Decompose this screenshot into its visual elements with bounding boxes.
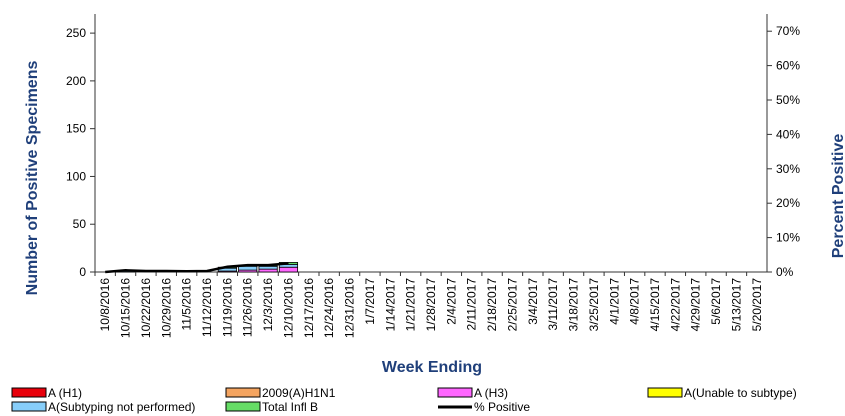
y-tick-label: 50 xyxy=(73,217,87,231)
x-tick-label: 3/25/2017 xyxy=(587,278,601,332)
legend-swatch xyxy=(225,401,261,412)
bar-segment xyxy=(258,265,278,270)
x-tick-label: 11/19/2016 xyxy=(220,278,234,337)
x-tick-label: 12/10/2016 xyxy=(281,278,295,338)
x-tick-label: 3/4/2017 xyxy=(526,278,540,325)
legend-label: 2009(A)H1N1 xyxy=(262,386,336,400)
x-tick-label: 3/11/2017 xyxy=(546,278,560,331)
y2-tick-label: 70% xyxy=(776,24,800,38)
x-tick-label: 2/25/2017 xyxy=(505,278,519,332)
legend-swatch xyxy=(11,387,47,398)
x-tick-label: 3/18/2017 xyxy=(567,278,581,332)
x-tick-label: 2/18/2017 xyxy=(485,278,499,332)
x-tick-label: 2/4/2017 xyxy=(444,278,458,325)
y-tick-label: 100 xyxy=(66,169,86,183)
x-tick-label: 10/29/2016 xyxy=(159,278,173,338)
left-y-ticks: 0 50 100 150 200 250 xyxy=(66,26,95,279)
x-tick-label: 4/1/2017 xyxy=(607,278,621,325)
y2-tick-label: 10% xyxy=(776,231,800,245)
x-ticks: 10/8/2016 10/15/2016 10/22/2016 10/29/2016 1… xyxy=(94,272,764,338)
y-axis-title: Number of Positive Specimens xyxy=(24,61,41,296)
y2-tick-label: 30% xyxy=(776,162,800,176)
legend-swatch xyxy=(11,401,47,412)
legend-label: % Positive xyxy=(474,400,530,414)
right-y-ticks: 0% 10% 20% 30% 40% 50% 60% 70% xyxy=(767,24,800,279)
x-tick-label: 12/31/2016 xyxy=(343,278,357,338)
x-tick-label: 12/3/2016 xyxy=(261,278,275,332)
x-tick-label: 11/12/2016 xyxy=(200,278,214,337)
x-tick-label: 5/6/2017 xyxy=(709,278,723,325)
y2-tick-label: 0% xyxy=(776,265,794,279)
x-tick-label: 1/21/2017 xyxy=(404,278,418,332)
x-tick-label: 10/15/2016 xyxy=(119,278,133,338)
legend: A (H1) 2009(A)H1N1 A (H3) A(Unable to subty… xyxy=(11,386,797,414)
legend-label: A (H1) xyxy=(48,386,82,400)
legend-swatch xyxy=(437,387,473,398)
bar-segment xyxy=(278,266,299,273)
x-tick-label: 4/15/2017 xyxy=(648,278,662,332)
x-tick-label: 11/5/2016 xyxy=(180,278,194,331)
x-tick-label: 2/11/2017 xyxy=(465,278,479,331)
y2-tick-label: 60% xyxy=(776,59,800,73)
y-tick-label: 200 xyxy=(66,74,86,88)
x-tick-label: 1/28/2017 xyxy=(424,278,438,332)
legend-label: Total Infl B xyxy=(262,400,318,414)
y2-axis-title: Percent Positive xyxy=(830,134,845,259)
y2-tick-label: 50% xyxy=(776,93,800,107)
y-tick-label: 250 xyxy=(66,26,86,40)
percent-positive-line xyxy=(105,262,289,274)
x-tick-label: 11/26/2016 xyxy=(241,278,255,337)
x-tick-label: 12/24/2016 xyxy=(322,278,336,338)
legend-label: A(Unable to subtype) xyxy=(684,386,797,400)
y2-tick-label: 20% xyxy=(776,196,800,210)
x-tick-label: 4/29/2017 xyxy=(689,278,703,332)
legend-label: A(Subtyping not performed) xyxy=(48,400,195,414)
bar-segment xyxy=(258,268,278,273)
x-tick-label: 4/8/2017 xyxy=(628,278,642,325)
x-tick-label: 10/8/2016 xyxy=(98,278,112,332)
x-tick-label: 5/13/2017 xyxy=(729,278,743,332)
y-tick-label: 150 xyxy=(66,122,86,136)
legend-label: A (H3) xyxy=(474,386,508,400)
percent-positive-line-group xyxy=(105,262,289,274)
y2-tick-label: 40% xyxy=(776,127,800,141)
x-axis-title: Week Ending xyxy=(382,359,482,376)
x-tick-label: 5/20/2017 xyxy=(750,278,764,332)
x-tick-label: 4/22/2017 xyxy=(668,278,682,332)
x-tick-label: 12/17/2016 xyxy=(302,278,316,338)
x-tick-label: 1/7/2017 xyxy=(363,278,377,325)
legend-swatch xyxy=(225,387,261,398)
y-tick-label: 0 xyxy=(79,265,86,279)
x-tick-label: 1/14/2017 xyxy=(383,278,397,332)
x-tick-label: 10/22/2016 xyxy=(139,278,153,338)
legend-swatch xyxy=(647,387,683,398)
